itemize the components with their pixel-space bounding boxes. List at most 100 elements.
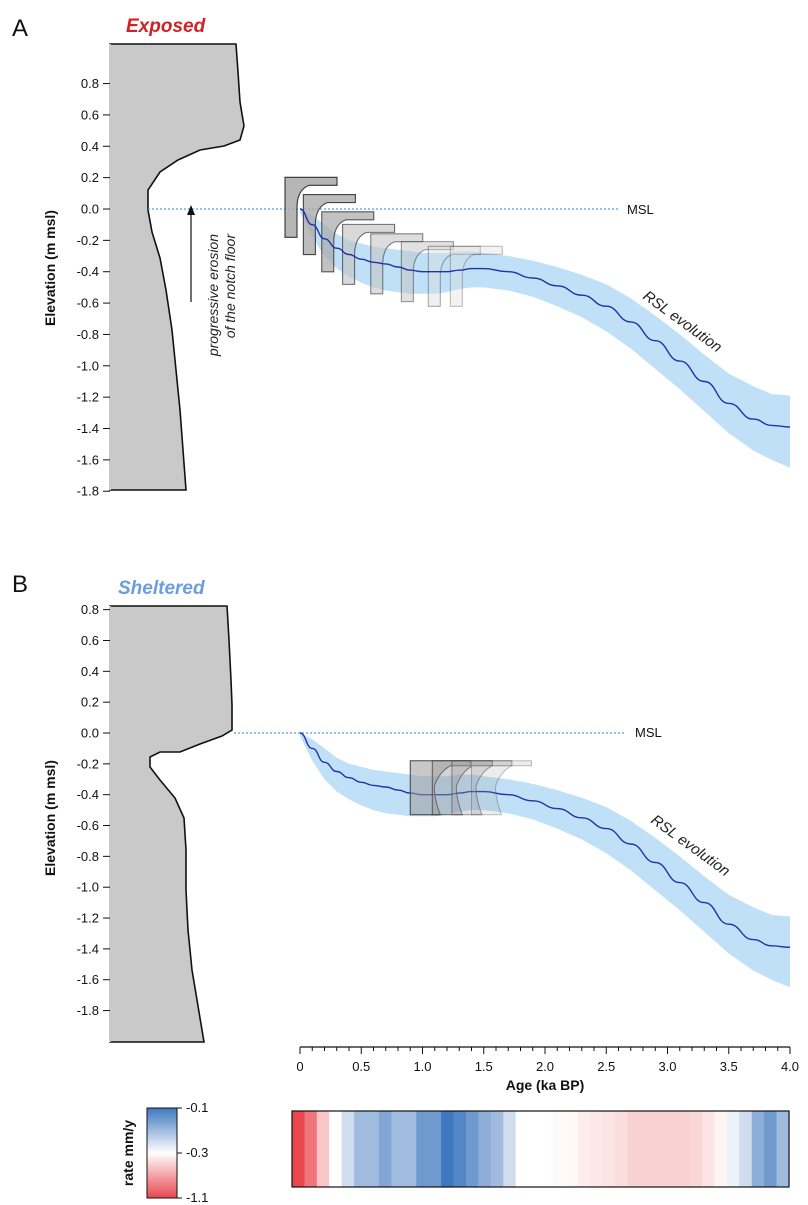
panel-b-notch-profile	[451, 760, 513, 816]
rate-strip-cell	[577, 1111, 591, 1187]
panel-a-y-tick-label: 0.4	[81, 139, 99, 154]
panel-b-rsl-curve	[299, 732, 791, 948]
panel-b-y-tick-label: -1.6	[77, 972, 99, 987]
panel-b-rsl-line	[299, 732, 791, 948]
rate-strip-cell	[552, 1111, 566, 1187]
panel-b-cliff-profile	[109, 605, 233, 1043]
panel-a-erosion-label-line1: progressive erosion	[205, 234, 221, 357]
rate-strip-cell	[515, 1111, 529, 1187]
rate-strip-cell	[465, 1111, 479, 1187]
rate-strip-cell	[478, 1111, 492, 1187]
panel-a-condition-label: Exposed	[126, 16, 206, 37]
panel-b-notch-profile	[471, 760, 532, 816]
x-axis-tick-label: 0	[296, 1059, 303, 1074]
x-axis-tick-label: 2.5	[597, 1059, 615, 1074]
x-axis-tick-label: 3.0	[658, 1059, 676, 1074]
panel-b-y-tick-label: -1.0	[77, 880, 99, 895]
panel-a-band-area	[300, 209, 790, 468]
rate-strip	[292, 1111, 790, 1187]
panel-b-y-axis-label: Elevation (m msl)	[42, 760, 58, 876]
rate-strip-cell	[391, 1111, 405, 1187]
panel-b-condition-label: Sheltered	[118, 578, 205, 599]
rate-strip-cell	[677, 1111, 691, 1187]
rate-strip-cell	[602, 1111, 616, 1187]
panel-b-notch-profile	[409, 760, 471, 816]
rate-strip-cell	[627, 1111, 641, 1187]
panel-a-y-tick-label: -1.2	[77, 390, 99, 405]
x-axis-tick-label: 4.0	[781, 1059, 799, 1074]
panel-a-rsl-line	[299, 208, 791, 428]
x-axis-label: Age (ka BP)	[506, 1077, 585, 1093]
rate-strip-cell	[751, 1111, 765, 1187]
panel-a-msl-label: MSL	[627, 202, 654, 217]
colorbar-tick-label-mid: -0.3	[186, 1145, 208, 1160]
rate-strip-frame	[291, 1110, 790, 1188]
panel-a-y-tick-label: -0.2	[77, 233, 99, 248]
rate-strip-cell	[378, 1111, 393, 1187]
rate-strip-cell	[590, 1111, 604, 1187]
panel-b-notch-profiles	[409, 760, 532, 816]
rate-strip-cell	[316, 1111, 330, 1187]
rate-strip-cell	[453, 1111, 467, 1187]
panel-a: A Exposed 0.8 0.6 0.4 0.2 0.0 -0.2 -0.4 -0.6 -0.…	[12, 15, 791, 499]
panel-b-y-tick-label: -1.8	[77, 1003, 99, 1018]
rate-strip-cell	[354, 1111, 368, 1187]
rate-strip-cell	[441, 1111, 455, 1187]
rate-strip-cell	[639, 1111, 653, 1187]
panel-a-notch-profile	[321, 211, 375, 273]
x-axis-tick-label: 1.0	[413, 1059, 431, 1074]
rate-strip-cell	[739, 1111, 753, 1187]
rate-strip-cell	[292, 1111, 306, 1187]
panel-a-y-tick-label: -1.8	[77, 484, 99, 499]
panel-a-erosion-arrowhead	[187, 205, 195, 215]
rate-strip-cell	[503, 1111, 517, 1187]
panel-a-y-tick-label: 0.0	[81, 202, 99, 217]
panel-a-y-axis-label: Elevation (m msl)	[42, 210, 58, 326]
x-axis-tick-label: 0.5	[352, 1059, 370, 1074]
rate-strip-cell	[726, 1111, 740, 1187]
panel-b-notch-profile	[431, 760, 493, 816]
x-axis-tick-label: 1.5	[475, 1059, 493, 1074]
panel-a-y-tick-label: 0.8	[81, 76, 99, 91]
panel-a-notch-profile	[400, 241, 454, 303]
rate-strip-cell	[416, 1111, 430, 1187]
panel-b-y-tick-label: -1.2	[77, 911, 99, 926]
panel-a-rsl-curve	[299, 208, 791, 428]
panel-a-notch-profile	[449, 245, 503, 307]
panel-b: B Sheltered 0.8 0.6 0.4 0.2 0.0 -0.2 -0.4 -0.6 -…	[12, 571, 799, 1093]
panel-b-y-tick-label: -0.4	[77, 787, 99, 802]
rate-strip-cell	[664, 1111, 678, 1187]
panel-a-y-tick-label: 0.6	[81, 107, 99, 122]
panel-a-y-tick-label: -1.0	[77, 358, 99, 373]
panel-a-y-tick-label: -1.4	[77, 421, 99, 436]
panel-a-y-axis: 0.8 0.6 0.4 0.2 0.0 -0.2 -0.4 -0.6 -0.8 -1.0 -1.2 -…	[77, 76, 110, 499]
panel-a-erosion-label-line2: of the notch floor	[222, 233, 238, 339]
panel-a-notch-profile	[427, 245, 481, 307]
panel-a-notch-profile	[342, 223, 396, 285]
x-axis-ticks: 0 0.5 1.0 1.5 2.0 2.5 3.0 3.5 4.0	[296, 1047, 799, 1074]
panel-b-letter: B	[12, 571, 28, 598]
panel-b-y-tick-label: 0.8	[81, 602, 99, 617]
rate-strip-cell	[540, 1111, 554, 1187]
rate-strip-cell	[565, 1111, 579, 1187]
panel-b-y-tick-label: -0.8	[77, 849, 99, 864]
panel-b-y-tick-label: 0.4	[81, 664, 99, 679]
rate-strip-cell	[341, 1111, 355, 1187]
x-axis-tick-label: 3.5	[720, 1059, 738, 1074]
rate-strip-cell	[329, 1111, 343, 1187]
rate-strip-cell	[615, 1111, 629, 1187]
colorbar-label: rate mm/y	[120, 1120, 136, 1186]
rate-strip-cell	[702, 1111, 716, 1187]
panel-b-y-tick-label: 0.0	[81, 726, 99, 741]
rate-strip-cell	[652, 1111, 666, 1187]
rate-strip-cell	[428, 1111, 442, 1187]
panel-a-letter: A	[12, 15, 28, 42]
panel-a-notch-profiles	[284, 176, 503, 307]
panel-a-y-tick-label: -0.8	[77, 327, 99, 342]
colorbar-tick-label-top: -0.1	[186, 1100, 208, 1115]
panel-a-cliff-profile	[109, 43, 245, 491]
panel-b-y-axis: 0.8 0.6 0.4 0.2 0.0 -0.2 -0.4 -0.6 -0.8 -1.0 -1.2 -…	[77, 602, 110, 1018]
rate-legend: -0.1 -0.3 -1.1 rate mm/y	[120, 1100, 790, 1205]
rate-strip-cell	[714, 1111, 728, 1187]
